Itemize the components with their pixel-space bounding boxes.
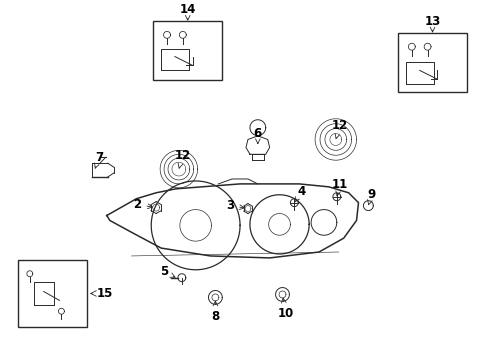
- Bar: [397, 33, 466, 92]
- Text: 7: 7: [94, 151, 103, 168]
- Text: 12: 12: [174, 149, 190, 168]
- Text: 3: 3: [225, 199, 244, 212]
- Text: 14: 14: [179, 3, 196, 20]
- Text: 10: 10: [277, 298, 293, 320]
- Text: 15: 15: [97, 287, 113, 300]
- Text: 6: 6: [253, 127, 262, 144]
- Text: 12: 12: [331, 119, 347, 139]
- Text: 4: 4: [294, 185, 305, 202]
- Text: 5: 5: [160, 265, 175, 278]
- Text: 8: 8: [211, 301, 219, 323]
- Bar: [153, 21, 222, 80]
- Text: 11: 11: [331, 179, 347, 196]
- Bar: [18, 260, 87, 327]
- Text: 2: 2: [133, 198, 152, 211]
- Text: 9: 9: [366, 188, 375, 205]
- Text: 13: 13: [424, 14, 440, 32]
